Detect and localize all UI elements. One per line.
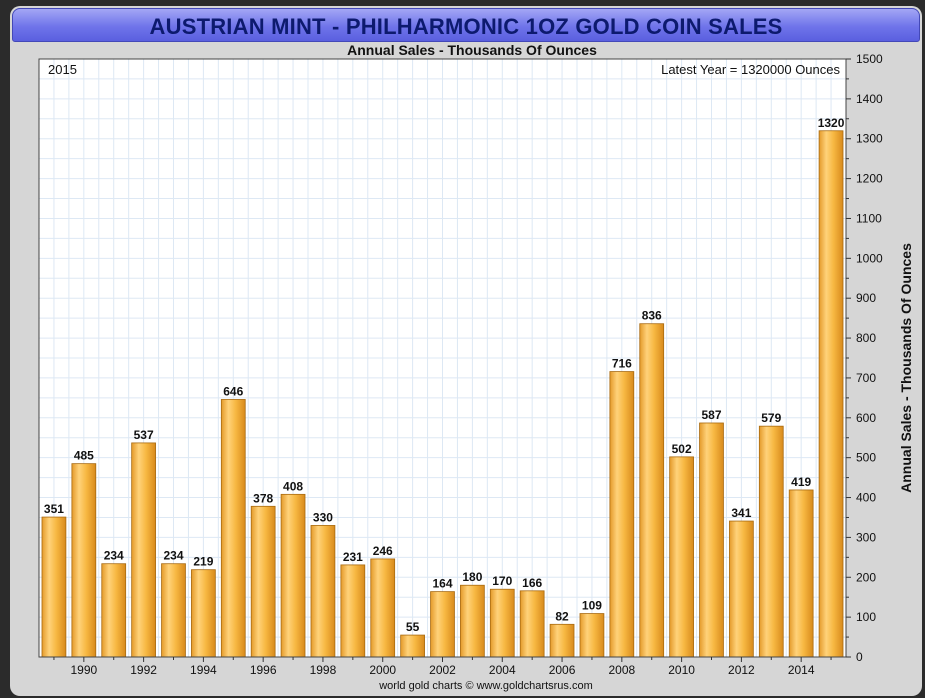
- footer-credit: world gold charts © www.goldchartsrus.co…: [378, 680, 593, 692]
- bar-label-2008: 716: [612, 357, 632, 371]
- y-tick-label-100: 100: [856, 610, 876, 624]
- y-tick-label-400: 400: [856, 491, 876, 505]
- x-tick-label-2006: 2006: [549, 663, 576, 677]
- bar-2012: [729, 520, 754, 658]
- bar-label-1994: 219: [193, 555, 213, 569]
- bar-label-1998: 330: [313, 510, 333, 524]
- bar-label-1996: 378: [253, 491, 273, 505]
- bar-label-2012: 341: [731, 506, 751, 520]
- bar-1999: [340, 564, 366, 658]
- bar-label-2006: 82: [555, 609, 569, 623]
- y-tick-label-300: 300: [856, 530, 876, 544]
- bar-2000: [370, 558, 396, 658]
- bar-label-2007: 109: [582, 599, 602, 613]
- bar-2008: [609, 371, 635, 658]
- chart-svg: Annual Sales - Thousands Of Ounces 351 48…: [38, 42, 914, 692]
- bar-label-2003: 180: [462, 570, 482, 584]
- bar-2010: [669, 456, 694, 658]
- title-bar: AUSTRIAN MINT - PHILHARMONIC 1OZ GOLD CO…: [12, 8, 920, 42]
- bar-label-1999: 231: [343, 550, 363, 564]
- bar-1992: [131, 442, 156, 658]
- bar-2003: [460, 584, 485, 658]
- x-tick-label-1990: 1990: [70, 663, 97, 677]
- bar-2007: [579, 613, 605, 658]
- y-tick-label-900: 900: [856, 291, 876, 305]
- chart-frame: AUSTRIAN MINT - PHILHARMONIC 1OZ GOLD CO…: [10, 6, 922, 696]
- bar-1997: [280, 493, 306, 658]
- x-tick-label-1998: 1998: [310, 663, 337, 677]
- bar-label-1992: 537: [134, 428, 154, 442]
- bar-1994: [191, 569, 216, 658]
- y-tick-label-1200: 1200: [856, 172, 883, 186]
- bar-label-1995: 646: [223, 384, 243, 398]
- y-axis: 0 100 200 300 400 500 600 700 800 900 1000 1100 1200…: [846, 52, 883, 664]
- bar-label-1997: 408: [283, 479, 303, 493]
- y-tick-label-500: 500: [856, 451, 876, 465]
- y-tick-label-1000: 1000: [856, 251, 883, 265]
- bar-1991: [101, 563, 127, 658]
- bars: [41, 130, 844, 658]
- bar-label-1991: 234: [104, 549, 124, 563]
- y-axis-label: Annual Sales - Thousands Of Ounces: [898, 243, 914, 493]
- bar-2015: [818, 130, 844, 658]
- y-tick-label-1400: 1400: [856, 92, 883, 106]
- bar-1998: [310, 525, 336, 658]
- plot-area: 351 485 234 537 234 219 646 378 408 330 231 246 55 16…: [38, 58, 847, 658]
- y-tick-label-600: 600: [856, 411, 876, 425]
- bar-label-2005: 166: [522, 576, 542, 590]
- bar-label-2009: 836: [642, 309, 662, 323]
- bar-2002: [430, 591, 455, 658]
- bar-2001: [400, 634, 425, 658]
- x-tick-label-1992: 1992: [130, 663, 157, 677]
- corner-right-label: Latest Year = 1320000 Ounces: [661, 62, 840, 77]
- bar-1995: [220, 399, 246, 658]
- bar-1996: [250, 505, 276, 658]
- bar-label-1990: 485: [74, 449, 94, 463]
- x-tick-label-2008: 2008: [608, 663, 635, 677]
- x-tick-label-1996: 1996: [250, 663, 277, 677]
- x-axis: 1990 1992 1994 1996 1998 2000 2002 2004 2006 2008…: [53, 657, 832, 677]
- bar-1990: [71, 463, 97, 658]
- bar-2004: [489, 588, 515, 658]
- bar-label-2011: 587: [701, 408, 721, 422]
- bar-labels: 351 485 234 537 234 219 646 378 408 330 231 246 55 16…: [44, 116, 845, 634]
- chart-subtitle: Annual Sales - Thousands Of Ounces: [347, 42, 597, 58]
- bar-label-2015: 1320: [818, 116, 845, 130]
- x-tick-label-2010: 2010: [668, 663, 695, 677]
- bar-label-2000: 246: [373, 544, 393, 558]
- bar-2009: [639, 323, 665, 658]
- bar-2005: [519, 590, 545, 658]
- corner-left-label: 2015: [48, 62, 77, 77]
- x-tick-label-1994: 1994: [190, 663, 217, 677]
- y-tick-label-0: 0: [856, 650, 863, 664]
- y-tick-label-800: 800: [856, 331, 876, 345]
- y-tick-label-1300: 1300: [856, 132, 883, 146]
- chart-title: AUSTRIAN MINT - PHILHARMONIC 1OZ GOLD CO…: [149, 14, 783, 39]
- bar-label-2001: 55: [406, 620, 420, 634]
- bar-label-1989: 351: [44, 502, 64, 516]
- y-tick-label-1500: 1500: [856, 52, 883, 66]
- x-tick-label-2004: 2004: [489, 663, 516, 677]
- y-tick-label-700: 700: [856, 371, 876, 385]
- bar-1989: [41, 516, 67, 658]
- x-tick-label-2014: 2014: [788, 663, 815, 677]
- bar-label-2010: 502: [672, 442, 692, 456]
- bar-label-2002: 164: [432, 577, 452, 591]
- bar-2014: [788, 489, 814, 658]
- y-tick-label-1100: 1100: [856, 211, 882, 225]
- x-tick-label-2002: 2002: [429, 663, 456, 677]
- y-tick-label-200: 200: [856, 570, 876, 584]
- x-tick-label-2012: 2012: [728, 663, 755, 677]
- bar-2006: [549, 623, 575, 658]
- bar-2011: [699, 422, 724, 658]
- bar-1993: [161, 563, 186, 658]
- bar-label-2014: 419: [791, 475, 811, 489]
- bar-label-2004: 170: [492, 574, 512, 588]
- bar-label-1993: 234: [163, 549, 183, 563]
- bar-2013: [758, 425, 784, 658]
- x-tick-label-2000: 2000: [369, 663, 396, 677]
- bar-label-2013: 579: [761, 411, 781, 425]
